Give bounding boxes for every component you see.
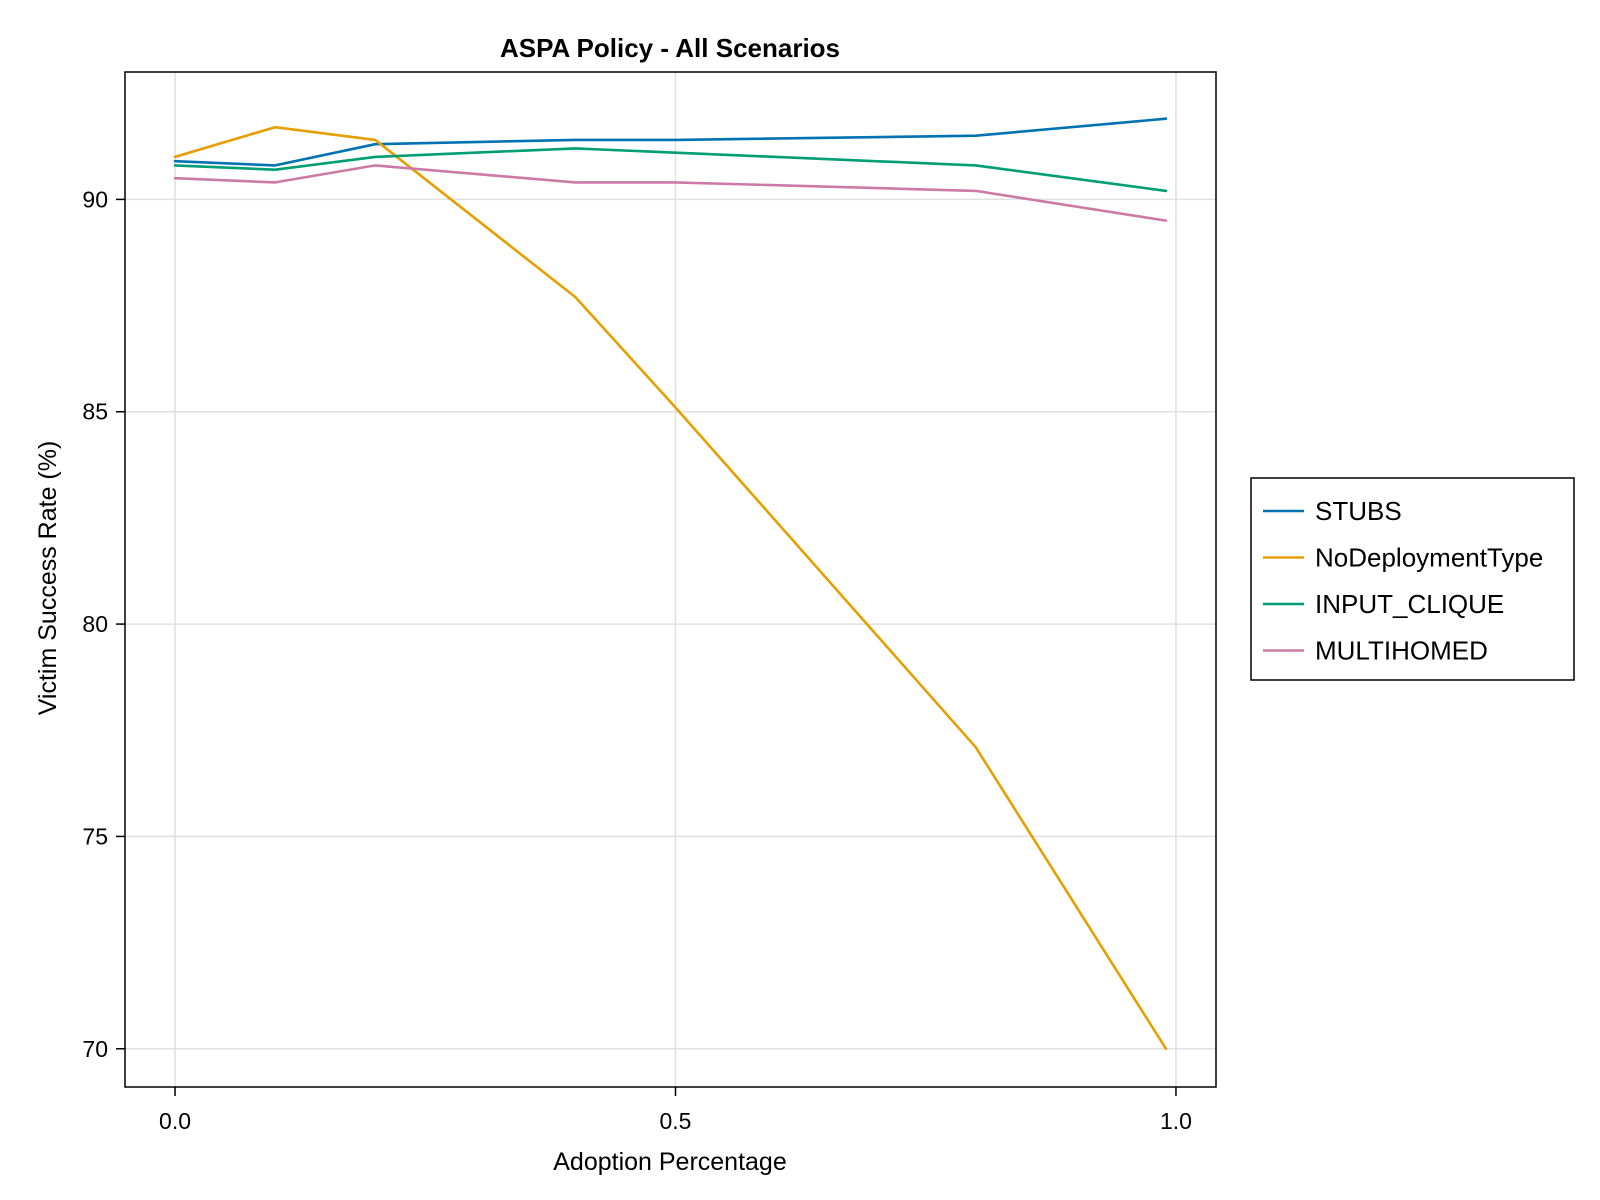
series-line-stubs — [173, 117, 1168, 167]
series-line-input-clique — [173, 147, 1168, 193]
legend: STUBS NoDeploymentType INPUT_CLIQUE MULTIHO… — [1250, 477, 1575, 681]
y-axis-label: Victim Success Rate (%) — [34, 441, 62, 716]
grid-lines — [125, 72, 1216, 1087]
legend-entry-label: INPUT_CLIQUE — [1315, 589, 1504, 619]
legend-box — [1250, 477, 1575, 681]
axis-ticks: 0.0 0.5 1.0 70 75 80 85 90 — [82, 186, 1192, 1134]
y-tick-label: 80 — [82, 611, 108, 637]
legend-entry-label: STUBS — [1315, 496, 1402, 526]
x-tick-label: 0.0 — [159, 1108, 191, 1134]
x-tick-label: 1.0 — [1160, 1108, 1192, 1134]
y-tick-label: 90 — [82, 186, 108, 212]
series-line-nodeploymenttype — [173, 125, 1168, 1051]
plot-frame — [124, 71, 1217, 1088]
series-lines — [173, 117, 1168, 1051]
series-line-multihomed — [173, 164, 1168, 222]
x-axis-label: Adoption Percentage — [553, 1148, 787, 1176]
y-tick-label: 70 — [82, 1036, 108, 1062]
y-tick-label: 85 — [82, 399, 108, 425]
chart-title: ASPA Policy - All Scenarios — [500, 33, 840, 63]
legend-entry-label: MULTIHOMED — [1315, 636, 1488, 666]
legend-entry-label: NoDeploymentType — [1315, 543, 1543, 573]
y-tick-label: 75 — [82, 823, 108, 849]
x-tick-label: 0.5 — [660, 1108, 692, 1134]
